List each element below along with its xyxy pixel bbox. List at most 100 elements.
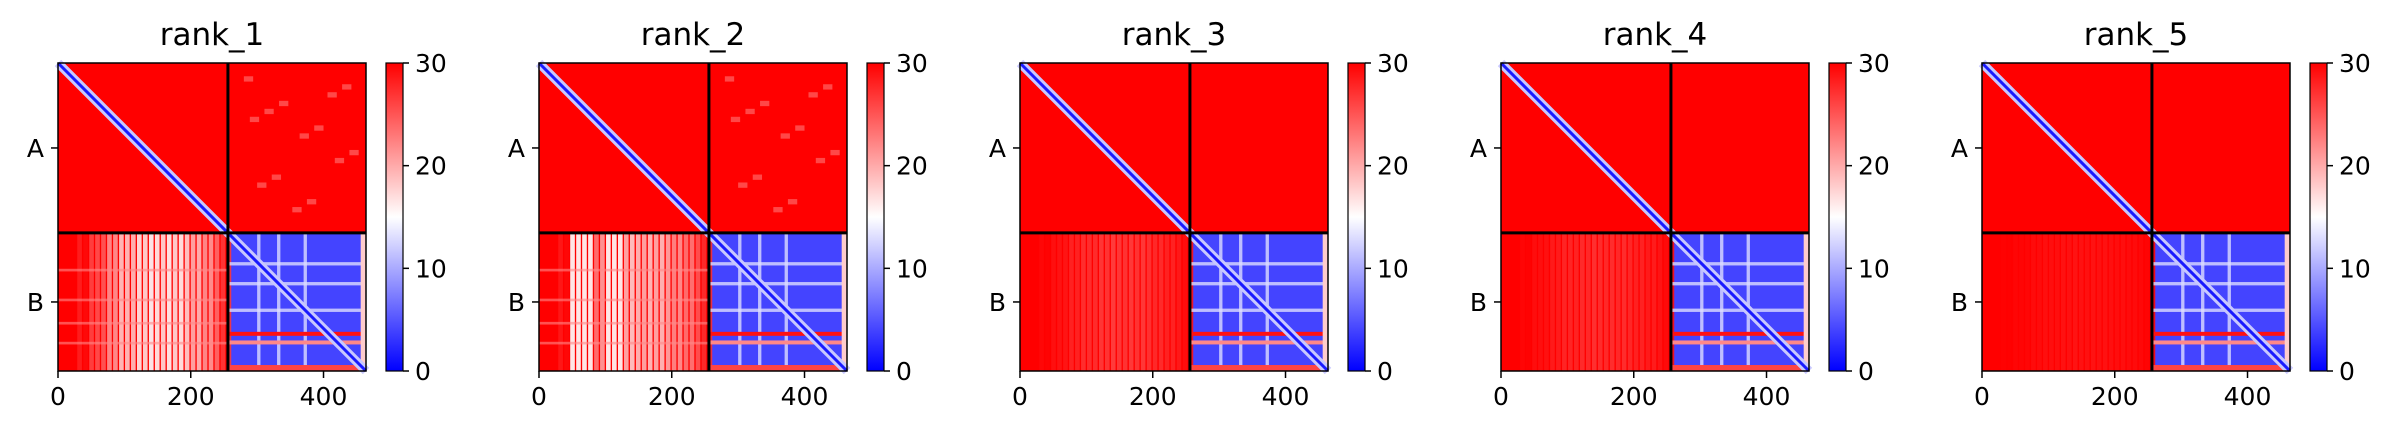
ab-spot [745,108,755,115]
bb-right-band [1803,232,1809,371]
ba-band [95,232,100,371]
ba-band [2072,232,2078,371]
colorbar [1828,62,1847,372]
ba-band [1116,232,1122,371]
axes-frame [57,62,367,372]
bb-right-band [360,232,366,371]
y-tick-label: A [1470,134,1487,163]
ba-band [131,232,136,371]
x-tick-label: 400 [2224,382,2272,411]
bb-right-band [1322,232,1328,371]
x-tick-label: 200 [1610,382,1658,411]
ba-band [107,232,112,371]
ba-band [2025,232,2030,371]
ba-band [208,232,214,371]
colorbar-tick-label: 30 [2339,49,2371,78]
ba-band [2084,232,2090,371]
colorbar [2309,62,2328,372]
x-tick-label: 200 [1129,382,1177,411]
ba-band [172,232,178,371]
ba-band [184,232,190,371]
ba-band [1574,232,1579,371]
ba-band [2138,232,2144,371]
bb-light-col [277,232,281,371]
ba-band [1033,232,1038,371]
colorbar-tick-label: 10 [2339,254,2371,283]
panel-title: rank_3 [1122,17,1227,53]
ba-band [647,232,653,371]
ba-band [1556,232,1561,371]
ba-row-band [58,268,228,272]
ba-band [202,232,208,371]
ab-spot [823,84,833,90]
panel-rank_3: rank_3 0 200 400 A B 0 10 20 30 [989,17,1409,411]
ab-spot [349,149,359,156]
ba-band [617,232,623,371]
ba-band [101,232,106,371]
axes-frame [538,62,848,372]
ba-band [2043,232,2048,371]
y-tick-label: A [1951,134,1968,163]
ba-row-band [539,321,709,325]
ba-band [1057,232,1062,371]
ba-band [576,232,581,371]
colorbar [385,62,404,372]
bb-bottom-band [2151,365,2290,371]
bb-light-col [2227,232,2231,371]
ba-band [1140,232,1146,371]
ab-spot [299,133,309,139]
bb-bottom-band [708,365,847,371]
ba-band [148,232,154,371]
colorbar-tick-label: 0 [415,357,431,386]
ba-band [1615,232,1621,371]
ba-band [2132,232,2138,371]
ba-band [1146,232,1152,371]
y-tick-label: B [508,288,525,317]
bb-light-col [784,232,788,371]
ab-spot [257,182,267,188]
y-tick-label: B [989,288,1006,317]
diagonal [1188,231,1330,373]
ba-band [564,232,569,371]
x-tick-label: 200 [167,382,215,411]
ba-band [1182,232,1188,371]
bb-light-row [227,282,366,286]
x-tick-label: 400 [300,382,348,411]
colorbar-tick-label: 10 [415,254,447,283]
ba-band [1651,232,1657,371]
diagonal [226,231,368,373]
ab-spot [730,116,741,123]
ba-band [1597,232,1603,371]
panel-title: rank_5 [2084,17,2189,53]
panel-rank_2: rank_2 0 200 400 A B 0 10 20 30 [508,17,928,411]
colorbar-tick-label: 30 [415,49,447,78]
ba-band [689,232,695,371]
ba-band [1087,232,1092,371]
ba-band [1568,232,1573,371]
ba-band [701,232,707,371]
colorbar-tick-label: 20 [2339,152,2371,181]
ab-spot [342,84,352,90]
block-AB [1189,63,1328,233]
ba-band [154,232,160,371]
diagonal [537,61,710,234]
ba-band [665,232,671,371]
ba-band [2102,232,2108,371]
bb-light-row [1670,262,1809,266]
bb-light-row [1189,262,1328,266]
x-tick-label: 0 [531,382,547,411]
ab-spot [808,92,818,98]
ba-row-band [539,268,709,272]
ab-spot [724,76,735,82]
ba-band [1579,232,1585,371]
bb-light-row [708,262,847,266]
ba-band [1170,232,1176,371]
ab-spot [760,100,770,107]
bb-light-row [708,308,847,312]
diagonal [1980,61,2153,234]
ba-band [83,232,88,371]
ba-band [1081,232,1086,371]
panel-title: rank_4 [1603,17,1708,53]
bb-light-row [1670,282,1809,286]
ba-band [178,232,184,371]
